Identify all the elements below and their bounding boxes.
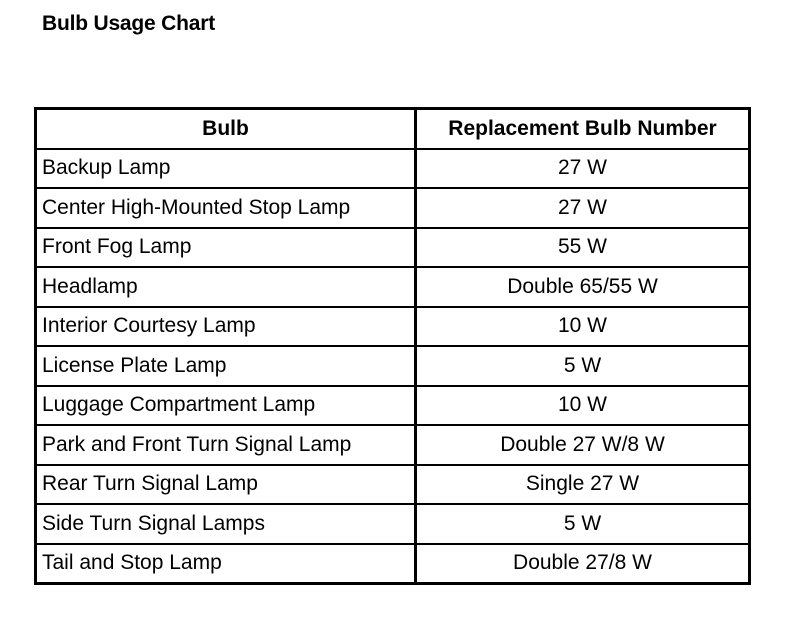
replacement-number-cell: 5 W <box>414 345 751 387</box>
bulb-usage-table: Bulb Replacement Bulb Number Backup Lamp… <box>34 107 751 585</box>
replacement-number-cell: 10 W <box>414 305 751 347</box>
bulb-cell: Luggage Compartment Lamp <box>34 384 417 426</box>
bulb-cell: Interior Courtesy Lamp <box>34 305 417 347</box>
replacement-number-cell: 10 W <box>414 384 751 426</box>
bulb-cell: Center High-Mounted Stop Lamp <box>34 187 417 229</box>
bulb-cell: Park and Front Turn Signal Lamp <box>34 424 417 466</box>
header-bulb: Bulb <box>34 107 417 150</box>
table-row: Backup Lamp 27 W <box>34 147 751 189</box>
table-row: Interior Courtesy Lamp 10 W <box>34 305 751 347</box>
bulb-cell: Rear Turn Signal Lamp <box>34 463 417 505</box>
table-row: Rear Turn Signal Lamp Single 27 W <box>34 463 751 505</box>
replacement-number-cell: 27 W <box>414 187 751 229</box>
replacement-number-cell: 27 W <box>414 147 751 189</box>
bulb-cell: Side Turn Signal Lamps <box>34 503 417 545</box>
replacement-number-cell: Double 65/55 W <box>414 266 751 308</box>
bulb-cell: License Plate Lamp <box>34 345 417 387</box>
table-row: Front Fog Lamp 55 W <box>34 226 751 268</box>
table-row: Headlamp Double 65/55 W <box>34 266 751 308</box>
table-row: Center High-Mounted Stop Lamp 27 W <box>34 187 751 229</box>
table-row: Tail and Stop Lamp Double 27/8 W <box>34 542 751 585</box>
replacement-number-cell: 5 W <box>414 503 751 545</box>
page-title: Bulb Usage Chart <box>42 12 215 35</box>
replacement-number-cell: 55 W <box>414 226 751 268</box>
bulb-cell: Tail and Stop Lamp <box>34 542 417 585</box>
table-row: Park and Front Turn Signal Lamp Double 27… <box>34 424 751 466</box>
replacement-number-cell: Double 27/8 W <box>414 542 751 585</box>
table-row: Luggage Compartment Lamp 10 W <box>34 384 751 426</box>
bulb-cell: Backup Lamp <box>34 147 417 189</box>
bulb-cell: Front Fog Lamp <box>34 226 417 268</box>
table-header-row: Bulb Replacement Bulb Number <box>34 107 751 150</box>
bulb-cell: Headlamp <box>34 266 417 308</box>
table-row: License Plate Lamp 5 W <box>34 345 751 387</box>
replacement-number-cell: Single 27 W <box>414 463 751 505</box>
replacement-number-cell: Double 27 W/8 W <box>414 424 751 466</box>
header-replacement-bulb-number: Replacement Bulb Number <box>414 107 751 150</box>
table-row: Side Turn Signal Lamps 5 W <box>34 503 751 545</box>
